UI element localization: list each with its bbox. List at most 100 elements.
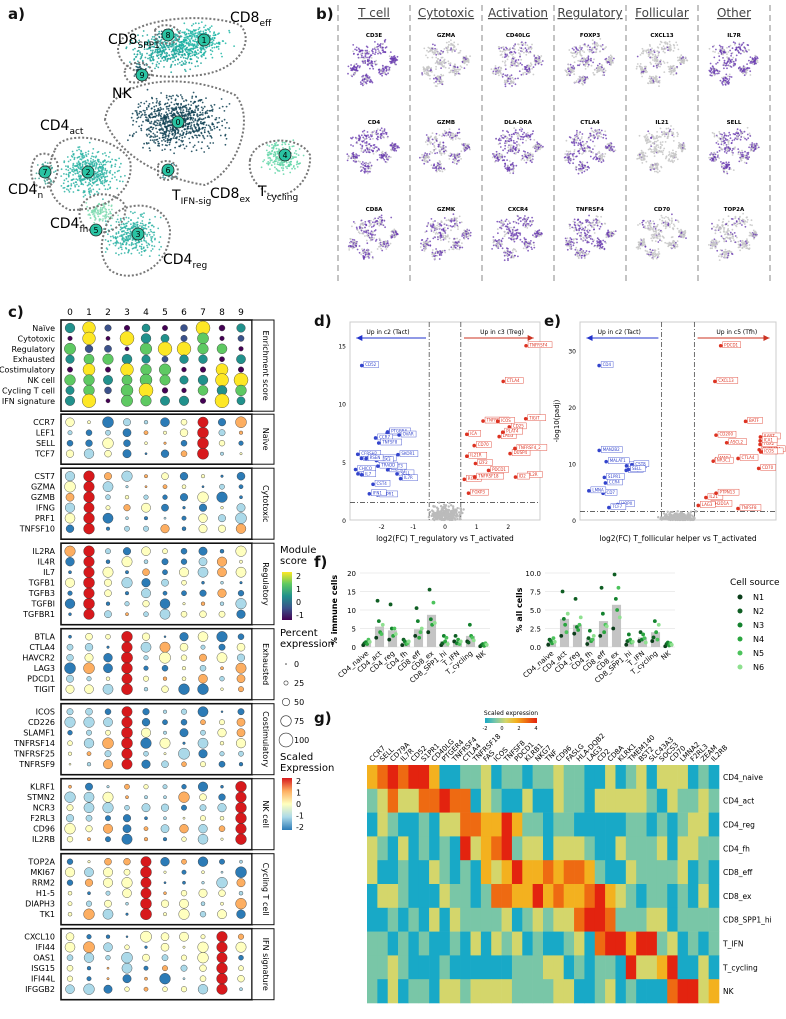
umap-cell bbox=[79, 162, 82, 165]
umap-cell bbox=[272, 155, 275, 158]
umap-cell bbox=[295, 150, 297, 152]
feature-cell bbox=[424, 241, 426, 244]
umap-cell bbox=[141, 213, 144, 216]
umap-cell bbox=[34, 177, 37, 180]
feature-cell bbox=[504, 64, 507, 67]
umap-cell bbox=[154, 112, 157, 115]
feature-cell bbox=[352, 151, 355, 154]
feature-cell bbox=[376, 45, 379, 48]
umap-cell bbox=[141, 53, 144, 55]
umap-cell bbox=[60, 175, 63, 178]
feature-cell bbox=[504, 68, 507, 71]
feature-cell bbox=[458, 215, 461, 218]
umap-cell bbox=[146, 244, 148, 247]
feature-cell bbox=[391, 148, 394, 151]
umap-cell bbox=[197, 134, 200, 137]
umap-cell bbox=[138, 39, 141, 42]
feature-cell bbox=[379, 43, 382, 45]
umap-cell bbox=[153, 36, 156, 38]
feature-cell bbox=[450, 246, 453, 249]
umap-cell bbox=[188, 35, 191, 38]
umap-cell bbox=[192, 48, 195, 51]
feature-cell bbox=[456, 160, 459, 162]
umap-cell bbox=[127, 231, 130, 234]
feature-cell bbox=[453, 216, 456, 219]
feature-cell bbox=[367, 163, 370, 166]
umap-cell bbox=[149, 58, 152, 61]
feature-cell bbox=[348, 155, 351, 158]
feature-cell bbox=[364, 74, 367, 77]
umap-cell bbox=[176, 63, 179, 65]
feature-cell bbox=[379, 219, 381, 221]
umap-cell bbox=[102, 218, 104, 220]
umap-cell bbox=[165, 106, 168, 108]
gene-name: CD3E bbox=[366, 33, 382, 39]
umap-cell bbox=[110, 164, 113, 167]
umap-cell bbox=[187, 114, 190, 117]
umap-cell bbox=[150, 237, 153, 240]
umap-cell bbox=[204, 126, 207, 129]
feature-cell bbox=[424, 157, 427, 160]
umap-cell bbox=[69, 159, 72, 161]
feature-cell bbox=[431, 249, 434, 251]
feature-cell bbox=[453, 220, 455, 222]
feature-cell bbox=[380, 214, 383, 217]
umap-cell bbox=[98, 177, 100, 180]
umap-cell bbox=[67, 175, 70, 178]
umap-cell bbox=[140, 127, 143, 130]
umap-cell bbox=[153, 234, 155, 236]
feature-cell bbox=[461, 246, 464, 249]
feature-cell bbox=[366, 76, 368, 78]
umap-cell bbox=[188, 62, 191, 64]
feature-cell bbox=[383, 242, 385, 245]
feature-cell bbox=[461, 60, 464, 63]
feature-cell bbox=[355, 49, 358, 52]
umap-cell bbox=[107, 160, 109, 163]
umap-cell bbox=[212, 34, 215, 37]
feature-cell bbox=[384, 152, 387, 154]
feature-cell bbox=[458, 131, 461, 134]
umap-cell bbox=[146, 235, 148, 237]
feature-cell bbox=[350, 144, 352, 146]
umap-cell bbox=[91, 155, 93, 158]
umap-cell bbox=[104, 152, 106, 154]
feature-cell bbox=[430, 70, 433, 73]
cluster-label: CD8SPP1 bbox=[108, 32, 160, 51]
feature-cell bbox=[364, 76, 367, 79]
umap-cell bbox=[141, 35, 144, 37]
umap-cell bbox=[182, 143, 185, 146]
feature-cell bbox=[433, 81, 436, 84]
umap-cell bbox=[149, 228, 152, 231]
feature-cell bbox=[369, 78, 372, 81]
umap-cell bbox=[184, 124, 187, 127]
umap-cell bbox=[174, 107, 177, 110]
umap-cell bbox=[166, 108, 168, 110]
feature-cell bbox=[364, 251, 367, 254]
feature-cell bbox=[497, 68, 499, 71]
umap-cell bbox=[129, 43, 131, 45]
umap-cell bbox=[172, 45, 175, 47]
umap-cell bbox=[148, 116, 151, 119]
feature-cell bbox=[511, 64, 514, 67]
umap-cell bbox=[289, 148, 291, 151]
feature-cell bbox=[510, 51, 513, 53]
feature-cell bbox=[437, 61, 440, 64]
umap-cell bbox=[148, 129, 151, 132]
feature-cell bbox=[425, 54, 427, 57]
umap-cell bbox=[63, 179, 66, 182]
umap-cell bbox=[159, 121, 162, 124]
umap-cell bbox=[169, 141, 171, 144]
umap-cell bbox=[282, 169, 284, 172]
umap-cell bbox=[134, 47, 136, 50]
umap-cell bbox=[196, 32, 199, 34]
umap-cell bbox=[198, 114, 201, 117]
feature-cell bbox=[504, 83, 507, 85]
feature-cell bbox=[356, 142, 359, 145]
feature-cell bbox=[368, 151, 370, 154]
umap-cell bbox=[80, 168, 83, 171]
feature-cell bbox=[466, 143, 469, 146]
umap-cell bbox=[171, 28, 174, 30]
feature-cell bbox=[364, 54, 367, 56]
umap-cell bbox=[177, 95, 180, 98]
umap-cell bbox=[188, 48, 191, 51]
